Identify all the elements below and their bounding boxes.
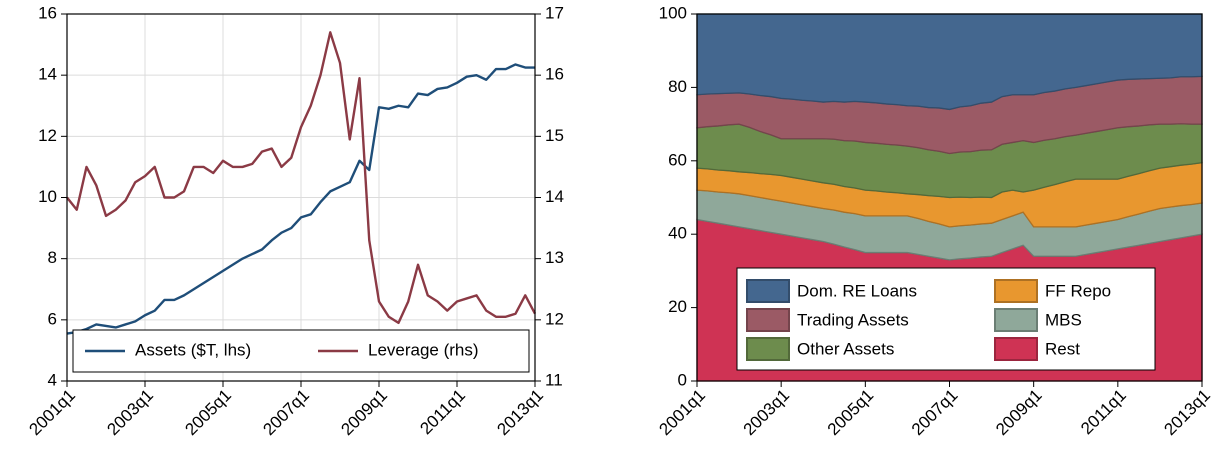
y-tick-label: 8 bbox=[48, 248, 57, 267]
line-series bbox=[66, 31, 537, 325]
legend-label: Trading Assets bbox=[797, 310, 909, 329]
y2-tick-label: 11 bbox=[545, 370, 563, 389]
x-tick-label: 2005q1 bbox=[824, 386, 878, 440]
x-tick-label: 2011q1 bbox=[416, 386, 469, 439]
x-tick-label: 2003q1 bbox=[103, 386, 157, 440]
legend-swatch bbox=[746, 279, 790, 303]
x-tick-label: 2003q1 bbox=[740, 386, 794, 440]
legend-label: Dom. RE Loans bbox=[797, 281, 917, 300]
y-tick-label: 16 bbox=[38, 3, 57, 22]
y-tick-label: 40 bbox=[668, 224, 687, 243]
y-tick-label: 12 bbox=[38, 126, 57, 145]
y-tick-label: 60 bbox=[668, 150, 687, 169]
panel: 0 20 40 60 80 100 2001q1 2003q1 2005q1 2007q1 2009… bbox=[655, 3, 1211, 439]
y-tick-label: 80 bbox=[668, 77, 687, 96]
y-tick-label: 14 bbox=[38, 65, 57, 84]
legend-label: Other Assets bbox=[797, 339, 894, 358]
x-tick-label: 2001q1 bbox=[25, 386, 79, 440]
panel: 4 6 8 10 12 14 16 11 12 13 14 15 16 17 2001q1 2003q1 200… bbox=[25, 3, 563, 439]
legend-swatch bbox=[746, 337, 790, 361]
x-tick-label: 2009q1 bbox=[337, 386, 391, 440]
y2-tick-label: 15 bbox=[545, 126, 564, 145]
legend-swatch bbox=[994, 279, 1038, 303]
x-tick-label: 2013q1 bbox=[493, 386, 547, 440]
y-tick-label: 20 bbox=[668, 297, 687, 316]
legend-swatch bbox=[746, 308, 790, 332]
x-tick-label: 2005q1 bbox=[181, 386, 235, 440]
x-tick-label: 2007q1 bbox=[259, 386, 313, 440]
legend-label: Leverage (rhs) bbox=[368, 340, 479, 359]
y2-tick-label: 13 bbox=[545, 248, 564, 267]
legend-box bbox=[72, 329, 530, 373]
legend-label: FF Repo bbox=[1045, 281, 1111, 300]
x-tick-label: 2009q1 bbox=[992, 386, 1046, 440]
y-tick-label: 0 bbox=[678, 370, 687, 389]
line-series bbox=[66, 63, 535, 335]
y-tick-label: 10 bbox=[38, 187, 57, 206]
y2-tick-label: 16 bbox=[545, 65, 564, 84]
x-tick-label: 2013q1 bbox=[1160, 386, 1211, 440]
legend-swatch bbox=[994, 308, 1038, 332]
legend-label: Assets ($T, lhs) bbox=[135, 340, 251, 359]
legend-label: MBS bbox=[1045, 310, 1082, 329]
y2-tick-label: 17 bbox=[545, 3, 564, 22]
legend-swatch bbox=[994, 337, 1038, 361]
x-tick-label: 2011q1 bbox=[1077, 386, 1130, 439]
legend-box bbox=[736, 267, 1156, 371]
x-tick-label: 2007q1 bbox=[908, 386, 962, 440]
y2-tick-label: 12 bbox=[545, 309, 564, 328]
y-tick-label: 100 bbox=[659, 3, 687, 22]
y2-tick-label: 14 bbox=[545, 187, 564, 206]
y-tick-label: 6 bbox=[48, 309, 57, 328]
x-tick-label: 2001q1 bbox=[655, 386, 709, 440]
legend-label: Rest bbox=[1045, 339, 1080, 358]
y-tick-label: 4 bbox=[48, 370, 57, 389]
